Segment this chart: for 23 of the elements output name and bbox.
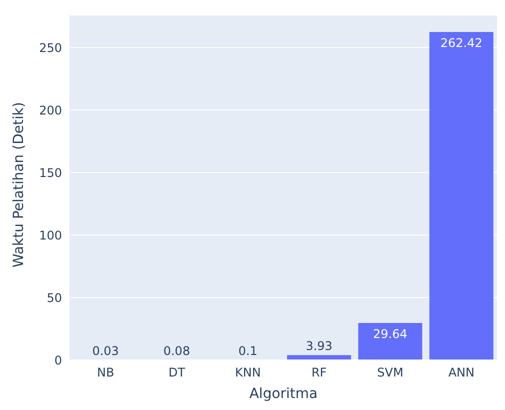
y-tick-label: 50	[46, 290, 62, 305]
data-label: 0.03	[92, 344, 119, 358]
y-tick-label: 0	[54, 353, 62, 368]
y-axis-title: Waktu Pelatihan (Detik)	[10, 102, 27, 268]
x-tick-label: ANN	[448, 366, 475, 380]
bar	[287, 355, 352, 360]
x-tick-label: DT	[168, 366, 186, 380]
y-tick-label: 200	[39, 103, 62, 118]
x-tick-label: SVM	[377, 366, 404, 380]
data-label: 0.1	[238, 344, 258, 358]
x-axis-title: Algoritma	[249, 386, 318, 402]
x-tick-label: RF	[311, 366, 327, 380]
y-tick-label: 100	[39, 228, 62, 242]
data-label: 0.08	[163, 344, 190, 358]
x-tick-label: NB	[96, 366, 114, 380]
data-label: 29.64	[373, 326, 408, 341]
y-tick-label: 250	[39, 40, 62, 55]
data-label: 262.42	[440, 36, 482, 50]
y-tick-label: 150	[39, 166, 62, 180]
bar	[429, 32, 494, 360]
data-label: 3.93	[306, 339, 332, 354]
bar	[358, 322, 422, 360]
x-tick-label: KNN	[235, 366, 261, 380]
